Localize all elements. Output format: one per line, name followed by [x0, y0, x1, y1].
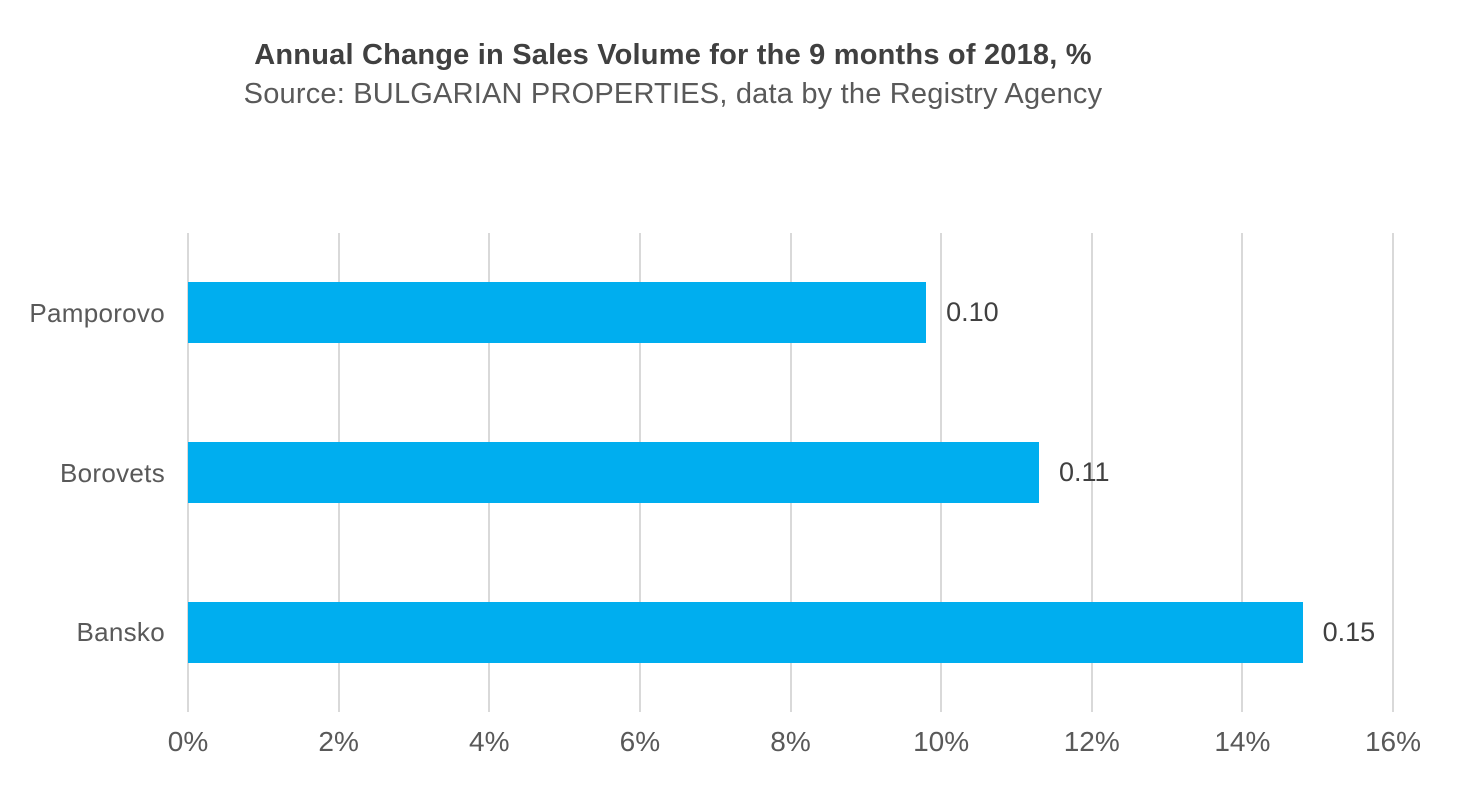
- x-axis: 0% 2% 4% 6% 8% 10% 12% 14% 16%: [168, 726, 1421, 770]
- gridline: [1241, 233, 1244, 712]
- x-tick-label: 14%: [1214, 726, 1271, 757]
- category-axis: Pamporovo Borovets Bansko: [0, 233, 165, 712]
- value-label-bansko: 0.15: [1322, 616, 1376, 647]
- plot-area: 0.10 0.11 0.15: [187, 233, 1394, 712]
- x-tick-label: 12%: [1063, 726, 1120, 757]
- x-tick-label: 16%: [1364, 726, 1422, 757]
- gridline: [1392, 233, 1394, 712]
- x-tick-label: 0%: [167, 726, 209, 757]
- x-tick-label: 10%: [913, 726, 970, 757]
- category-label-borovets: Borovets: [59, 457, 165, 488]
- value-label-borovets: 0.11: [1059, 457, 1110, 487]
- bar-borovets: [188, 442, 1040, 503]
- x-tick-label: 6%: [619, 726, 661, 757]
- chart-title: Annual Change in Sales Volume for the 9 …: [254, 39, 1092, 71]
- value-label-pamporovo: 0.10: [946, 297, 999, 328]
- chart-header: Annual Change in Sales Volume for the 9 …: [0, 36, 1346, 114]
- chart-subtitle: Source: BULGARIAN PROPERTIES, data by th…: [243, 78, 1103, 110]
- bar-bansko: [188, 601, 1303, 663]
- x-tick-label: 8%: [770, 726, 811, 757]
- category-label-pamporovo: Pamporovo: [29, 297, 165, 328]
- x-tick-label: 2%: [318, 726, 359, 757]
- gridline: [1090, 233, 1093, 712]
- category-label-bansko: Bansko: [76, 617, 165, 648]
- x-tick-label: 4%: [469, 726, 510, 757]
- bar-pamporovo: [188, 282, 927, 344]
